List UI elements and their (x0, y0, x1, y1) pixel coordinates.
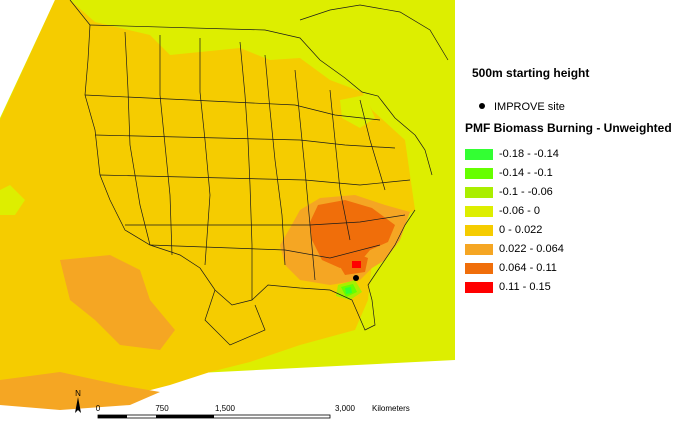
legend-label: 0.064 - 0.11 (499, 262, 557, 275)
legend-label: 0.022 - 0.064 (499, 243, 564, 256)
scale-tick-3000: 3,000 (335, 404, 356, 413)
legend-title: PMF Biomass Burning - Unweighted (465, 121, 672, 135)
improve-site-legend: IMPROVE site (479, 101, 565, 113)
region-neg018-to-neg014 (345, 287, 352, 294)
legend-label: -0.14 - -0.1 (499, 167, 553, 180)
scale-unit: Kilometers (372, 404, 410, 413)
legend-item: 0.064 - 0.11 (465, 262, 557, 277)
region-0064-to-011-small (335, 252, 368, 275)
scale-tick-0: 0 (96, 404, 101, 413)
legend-swatch (465, 167, 493, 179)
scale-tick-750: 750 (155, 404, 169, 413)
legend-label: -0.18 - -0.14 (499, 148, 559, 161)
region-011-to-015 (352, 261, 361, 268)
legend-item: -0.14 - -0.1 (465, 167, 553, 182)
starting-height-label: 500m starting height (472, 66, 590, 80)
legend-item: 0.11 - 0.15 (465, 281, 551, 296)
region-0022-to-0064-south (0, 372, 160, 410)
region-neg006-patch-west (0, 185, 25, 215)
legend-swatch (465, 281, 493, 293)
map-canvas: N 0 750 1,500 3,000 Kilometers (0, 0, 455, 419)
region-neg006-patch-east (340, 95, 375, 128)
legend-panel: 500m starting height IMPROVE site PMF Bi… (455, 0, 685, 427)
north-arrow: N (75, 389, 81, 413)
legend-label: -0.06 - 0 (499, 205, 540, 218)
region-0022-to-0064-west (60, 255, 175, 350)
legend-swatch (465, 148, 493, 160)
scale-bar: 0 750 1,500 3,000 Kilometers (96, 404, 410, 419)
legend-swatch (465, 224, 493, 236)
legend-label: 0 - 0.022 (499, 224, 543, 237)
region-0064-to-011 (310, 200, 395, 268)
improve-site-marker (353, 275, 359, 281)
boundary-lines (69, 0, 449, 346)
legend-item: -0.18 - -0.14 (465, 148, 559, 163)
legend-swatch (465, 262, 493, 274)
legend-item: -0.06 - 0 (465, 205, 540, 220)
region-neg006-patch-north (150, 0, 225, 30)
map-panel: N 0 750 1,500 3,000 Kilometers (0, 0, 455, 419)
legend-swatch (465, 243, 493, 255)
legend-swatch (465, 186, 493, 198)
legend-item: -0.1 - -0.06 (465, 186, 553, 201)
site-dot-icon (479, 103, 485, 109)
north-arrow-label: N (75, 389, 81, 398)
scale-tick-1500: 1,500 (215, 404, 236, 413)
legend-item: 0 - 0.022 (465, 224, 542, 239)
legend-label: 0.11 - 0.15 (499, 281, 551, 294)
legend-item: 0.022 - 0.064 (465, 243, 564, 258)
legend-label: -0.1 - -0.06 (499, 186, 553, 199)
improve-site-label: IMPROVE site (494, 101, 565, 113)
legend-swatch (465, 205, 493, 217)
